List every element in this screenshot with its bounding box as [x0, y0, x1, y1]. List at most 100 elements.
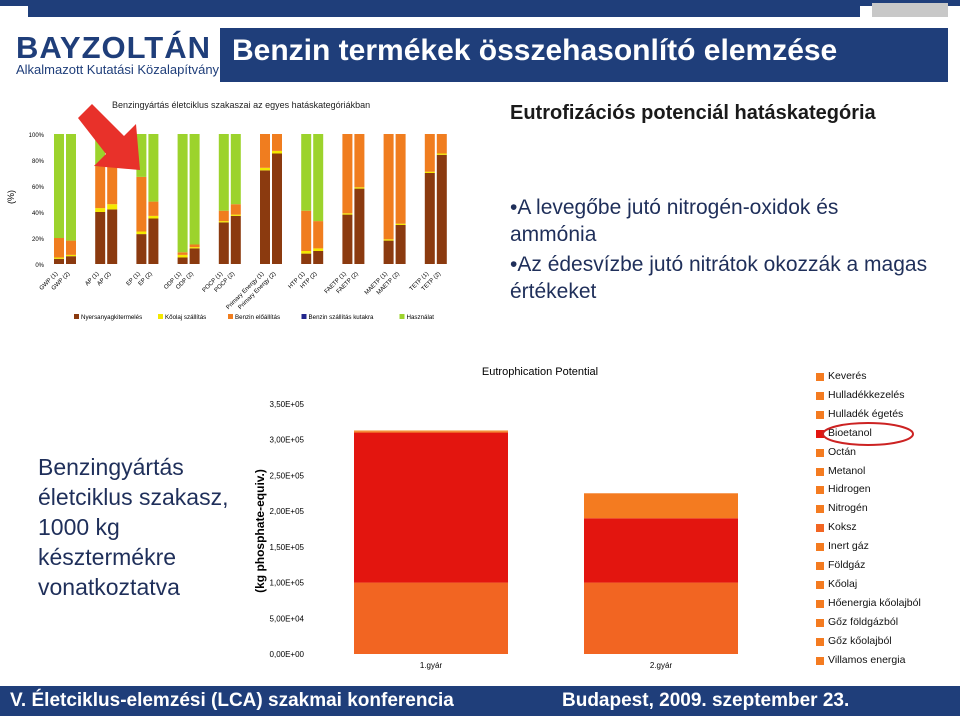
section-title: Eutrofizációs potenciál hatáskategória [510, 102, 876, 124]
chart2-legend-item: Földgáz [816, 559, 865, 571]
chart1-bar-segment [424, 134, 435, 172]
chart1-bar-segment [107, 209, 118, 264]
chart2-legend-item: Inert gáz [816, 540, 869, 553]
chart2-legend-item: Hulladék égetés [816, 407, 904, 420]
chart1-bar-segment [218, 222, 229, 264]
chart1-bar-segment [95, 134, 106, 167]
chart1-bar-segment [136, 231, 147, 235]
chart1-bar-segment [230, 214, 241, 216]
chart2-legend-label: Gőz földgázból [828, 615, 899, 628]
chart2-legend-label: Hidrogen [828, 483, 871, 496]
chart1-bar-segment [383, 240, 394, 264]
chart2-legend-label: Gőz kőolajból [828, 634, 892, 647]
top-bar-main [28, 3, 860, 17]
chart1-ytick: 40% [32, 211, 45, 217]
chart2-legend-swatch [816, 637, 824, 646]
chart1-bar-segment [342, 213, 353, 215]
chart2-xtick: 1.gyár [420, 661, 443, 670]
chart2-bar-segment [354, 582, 508, 654]
chart2-legend-item: Octán [816, 446, 856, 458]
chart1-bar-segment [107, 163, 118, 205]
chart1-bar-segment [177, 252, 188, 255]
chart1-legend-label: Benzin szállítás kutakra [309, 314, 375, 321]
chart1-legend-swatch [74, 314, 79, 319]
chart1-bar-segment [54, 238, 64, 258]
chart1-bar-segment [354, 134, 365, 188]
chart2-legend-label: Inert gáz [828, 540, 869, 553]
chart1-bar-segment [95, 212, 106, 264]
chart1-xtick: AP (2) [96, 271, 112, 287]
chart1-bar-segment [177, 257, 188, 264]
chart1-bar-segment [95, 166, 106, 209]
chart1-legend-label: Nyersanyagkitermelés [81, 314, 142, 321]
chart1-bar-segment [177, 254, 188, 258]
chart2-legend-label: Keverés [828, 370, 867, 382]
chart1-bar-segment [424, 171, 435, 173]
chart1-bar-segment [148, 201, 159, 216]
chart1-bar-segment [230, 204, 241, 215]
chart1-bar-segment [260, 170, 270, 264]
chart1-bar-segment [218, 210, 229, 222]
chart1-legend-label: Használat [407, 314, 435, 321]
chart1-bar-segment [66, 254, 76, 257]
chart1-bar-segment [342, 134, 353, 214]
footer-bar [0, 686, 960, 716]
chart1-legend-swatch [301, 314, 307, 319]
chart2-legend-item: Hidrogen [816, 483, 871, 496]
chart2-ytick: 1,50E+05 [270, 543, 305, 552]
chart2-ytick: 5,00E+04 [270, 614, 305, 623]
chart1-ylabel: (%) [6, 190, 16, 204]
chart1-legend-label: Benzin előállítás [235, 314, 280, 321]
chart2-bar-segment [354, 430, 508, 432]
chart1-bar-segment [54, 134, 64, 238]
chart2-legend-item: Metanol [816, 464, 866, 477]
chart1-bar-segment [189, 248, 200, 264]
chart1-bar-segment [436, 153, 447, 155]
chart1-bar-segment [189, 244, 200, 248]
chart2-legend-item: Keverés [816, 370, 867, 382]
chart2-bar-segment [584, 582, 738, 654]
top-bar-grey [872, 3, 948, 17]
chart2-legend-swatch [816, 486, 824, 495]
chart1-bar-segment [218, 221, 229, 223]
chart2-legend-item: Villamos energia [816, 654, 905, 666]
chart2-legend-item: Kőolaj [816, 577, 858, 590]
chart2-legend-item: Nitrogén [816, 502, 868, 515]
chart2-legend-item: Gőz kőolajból [816, 634, 892, 647]
chart2-legend-item: Hőenergia kőolajból [816, 596, 921, 609]
chart2-bar-segment [584, 493, 738, 519]
chart2-ytick: 0,00E+00 [270, 650, 305, 659]
chart2-legend-swatch [816, 448, 824, 457]
chart1-ytick: 60% [32, 185, 45, 191]
chart2-legend-swatch [816, 391, 824, 400]
chart2-legend-swatch [816, 562, 824, 570]
chart2-legend-label: Hőenergia kőolajból [828, 596, 921, 609]
lifecycle-stage-chart: (%)0%20%40%60%80%100%GWP (1)GWP (2) AP (1… [6, 133, 447, 321]
chart2-legend-swatch [816, 656, 824, 665]
chart2-legend-label: Kőolaj [828, 577, 858, 590]
chart1-bar-segment [342, 214, 353, 264]
chart1-bar-segment [189, 134, 200, 245]
eutrophication-chart: Eutrophication Potential (kg phosphate-eq… [253, 366, 738, 670]
chart1-bar-segment [230, 215, 241, 264]
chart2-legend-label: Metanol [828, 464, 866, 477]
chart2-legend-swatch [816, 410, 824, 419]
chart2-bar-segment [354, 432, 508, 583]
chart2-legend-swatch [816, 618, 824, 627]
chart1-bar-segment [424, 173, 435, 264]
chart2-legend-label: Nitrogén [828, 502, 868, 515]
chart1-xtick: EP (2) [138, 271, 154, 287]
red-arrow-icon [78, 104, 140, 170]
chart2-legend-label: Hulladék égetés [828, 407, 904, 420]
footer-right-text: Budapest, 2009. szeptember 23. [562, 690, 850, 711]
chart1-bar-segment [395, 225, 406, 264]
chart1-bar-segment [383, 239, 394, 241]
chart2-legend-item: Bioetanol [816, 427, 872, 439]
chart1-bar-segment [107, 204, 118, 210]
chart2-bar-segment [354, 431, 508, 433]
chart1-legend-swatch [399, 314, 405, 319]
chart2-legend-item: Gőz földgázból [816, 615, 899, 628]
highlight-circle-icon [822, 422, 914, 446]
chart1-bar-segment [301, 210, 312, 251]
chart1-legend-swatch [158, 314, 163, 319]
